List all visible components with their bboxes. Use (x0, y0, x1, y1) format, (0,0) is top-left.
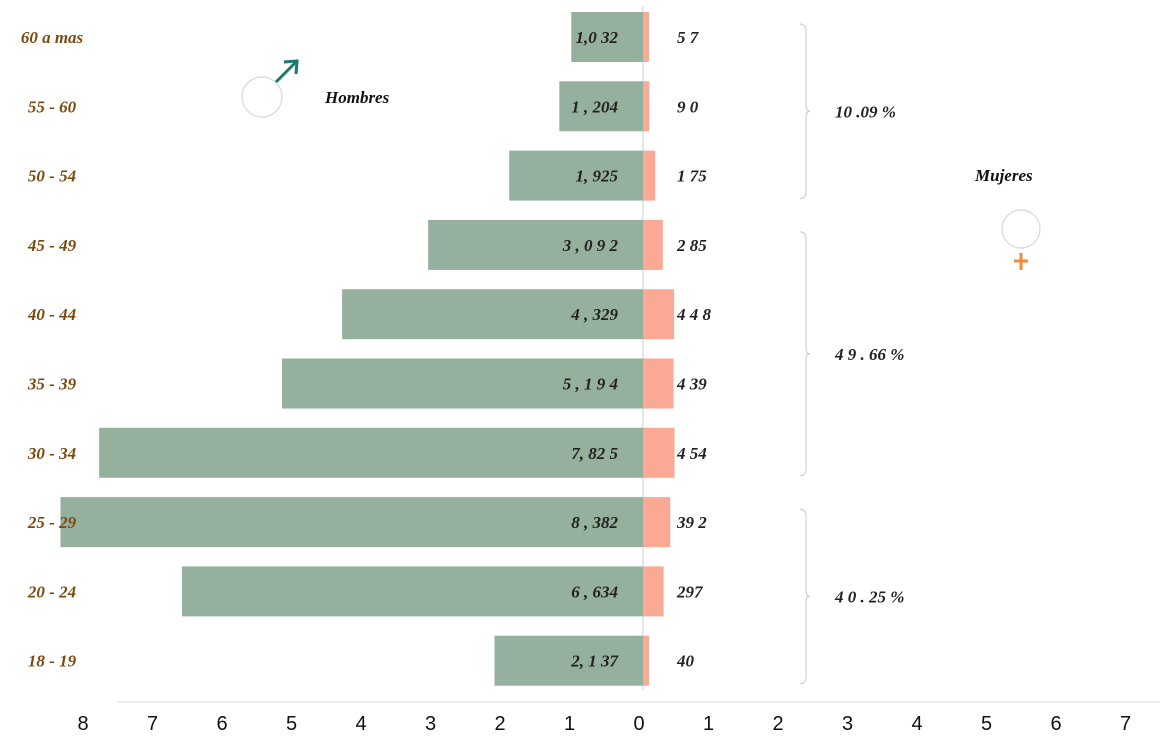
bars-layer (60, 6, 675, 690)
male-value-label: 7, 82 5 (571, 444, 618, 463)
x-tick-label: 6 (1050, 713, 1061, 735)
male-value-label: 2, 1 37 (570, 652, 619, 671)
female-value-label: 4 4 8 (676, 305, 712, 324)
group-brace (799, 231, 811, 477)
female-bar (643, 497, 671, 548)
female-symbol-icon (1001, 209, 1041, 270)
female-bar (643, 150, 656, 201)
x-tick-label: 7 (1120, 713, 1131, 735)
female-value-label: 9 0 (677, 97, 699, 116)
age-group-label: 20 - 24 (27, 582, 76, 601)
female-bar (643, 427, 675, 478)
x-tick-label: 2 (494, 713, 505, 735)
labels-layer: 60 a mas 1,0 32 5 7 55 - 60 1 , 204 9 0 50 - 5… (21, 28, 712, 671)
male-symbol-icon (241, 59, 299, 118)
group-percentages: 10 .09 % 4 9 . 66 % 4 0 . 25 % (799, 23, 904, 685)
male-bar (571, 12, 643, 62)
male-bar (99, 427, 644, 478)
female-value-label: 39 2 (676, 513, 707, 532)
female-bar (643, 566, 664, 617)
group-brace (799, 508, 811, 685)
female-value-label: 2 85 (676, 236, 707, 255)
age-group-label: 30 - 34 (27, 444, 76, 463)
age-group-label: 35 - 39 (27, 375, 77, 394)
x-tick-label: 8 (77, 713, 88, 735)
male-label: Hombres (324, 88, 390, 107)
female-value-label: 4 39 (676, 375, 707, 394)
x-tick-label: 5 (286, 713, 297, 735)
female-value-label: 4 54 (676, 444, 707, 463)
male-value-label: 1, 925 (576, 167, 619, 186)
female-value-label: 5 7 (677, 28, 700, 47)
group-percentage-label: 4 0 . 25 % (834, 587, 904, 606)
male-bar (60, 497, 644, 548)
male-bar (342, 289, 643, 340)
female-label: Mujeres (974, 166, 1033, 185)
female-bar (643, 289, 675, 340)
age-group-label: 25 - 29 (27, 513, 77, 532)
male-value-label: 6 , 634 (571, 582, 618, 601)
age-group-label: 50 - 54 (28, 167, 76, 186)
female-bar (643, 81, 650, 132)
male-value-label: 1 , 204 (571, 97, 618, 116)
male-bar (282, 358, 643, 409)
female-bar (643, 219, 663, 270)
female-bar (643, 635, 649, 686)
male-value-label: 1,0 32 (576, 28, 619, 47)
male-value-label: 5 , 1 9 4 (563, 375, 618, 394)
male-bar (494, 635, 643, 686)
female-bar (643, 12, 649, 62)
x-tick-label: 1 (564, 713, 575, 735)
group-percentage-label: 10 .09 % (835, 102, 896, 121)
x-tick-label: 2 (772, 713, 783, 735)
group-percentage-label: 4 9 . 66 % (834, 345, 904, 364)
x-tick-label: 4 (911, 713, 922, 735)
age-group-label: 45 - 49 (27, 236, 77, 255)
age-group-label: 40 - 44 (27, 305, 76, 324)
female-bar (643, 358, 674, 409)
male-bar (509, 150, 643, 201)
male-bar (559, 81, 643, 132)
x-axis: 87654321012345678 (77, 701, 1160, 735)
male-value-label: 3 , 0 9 2 (562, 236, 619, 255)
x-tick-label: 1 (703, 713, 714, 735)
x-tick-label: 5 (981, 713, 992, 735)
male-value-label: 4 , 329 (570, 305, 618, 324)
age-group-label: 55 - 60 (28, 97, 77, 116)
female-value-label: 297 (676, 582, 704, 601)
x-tick-label: 4 (355, 713, 366, 735)
age-group-label: 60 a mas (21, 28, 84, 47)
age-group-label: 18 - 19 (28, 652, 77, 671)
x-tick-label: 7 (147, 713, 158, 735)
group-brace (799, 23, 811, 200)
x-tick-label: 6 (216, 713, 227, 735)
x-tick-label: 0 (633, 713, 644, 735)
x-tick-label: 3 (842, 713, 853, 735)
male-bar (428, 219, 643, 270)
male-bar (181, 566, 643, 617)
male-value-label: 8 , 382 (571, 513, 618, 532)
female-value-label: 1 75 (677, 167, 707, 186)
female-value-label: 40 (676, 652, 695, 671)
x-tick-label: 3 (425, 713, 436, 735)
